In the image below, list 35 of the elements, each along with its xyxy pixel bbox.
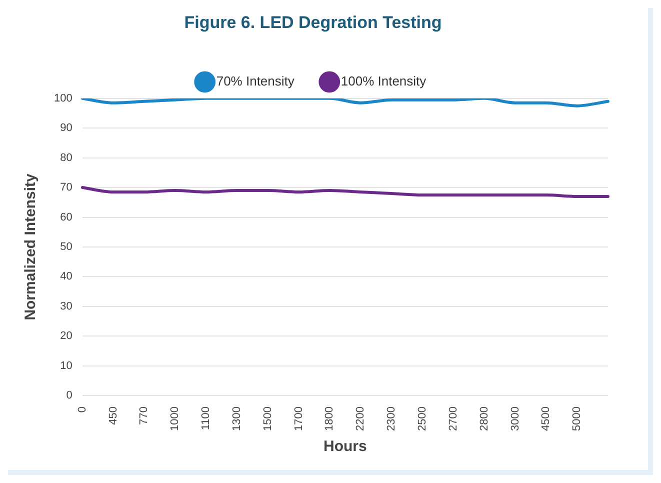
x-tick-label: 2500 — [416, 406, 429, 432]
x-tick-label: 5000 — [571, 406, 584, 432]
legend-label: 70% Intensity — [216, 73, 295, 88]
y-tick-label: 60 — [60, 211, 72, 224]
x-tick-label: 2200 — [354, 406, 367, 432]
x-tick-label: 2300 — [386, 406, 398, 432]
y-tick-label: 10 — [60, 360, 72, 372]
y-tick-label: 80 — [60, 152, 72, 164]
line-series — [80, 98, 610, 108]
x-tick-label: 2800 — [478, 406, 490, 432]
x-tick-label: 1000 — [169, 406, 182, 432]
y-tick-label: 20 — [60, 330, 72, 342]
legend-label: 100% Intensity — [340, 73, 427, 88]
x-axis-title: Hours — [324, 438, 367, 456]
y-tick-label: 0 — [66, 390, 72, 402]
x-tick-label: 1100 — [200, 406, 212, 430]
x-tick-label: 0 — [76, 406, 88, 413]
x-tick-label: 4500 — [540, 406, 552, 432]
x-tick-label: 3000 — [509, 406, 522, 432]
y-tick-label: 90 — [60, 122, 72, 134]
y-axis-title: Normalized Intensity — [22, 172, 40, 320]
y-tick-label: 30 — [60, 300, 72, 312]
x-tick-label: 1500 — [262, 406, 274, 432]
x-tick-label: 1700 — [292, 406, 305, 432]
y-tick-label: 50 — [60, 240, 72, 253]
line-series — [80, 186, 610, 198]
x-tick-label: 770 — [138, 406, 150, 425]
x-tick-label: 1300 — [230, 406, 243, 432]
x-tick-label: 2700 — [447, 406, 460, 432]
y-tick-label: 70 — [60, 182, 72, 194]
y-tick-label: 40 — [60, 270, 72, 283]
x-tick-label: 1800 — [324, 406, 336, 432]
y-tick-label: 100 — [54, 92, 72, 104]
x-tick-label: 450 — [107, 406, 120, 425]
chart-title: Figure 6. LED Degration Testing — [184, 12, 442, 32]
